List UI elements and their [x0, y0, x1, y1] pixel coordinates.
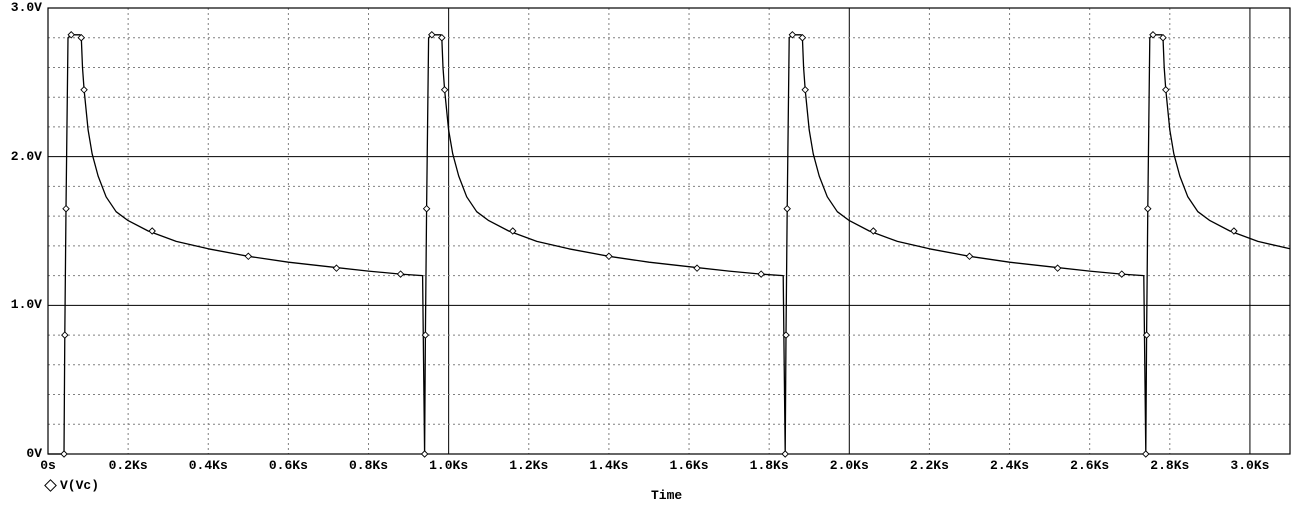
y-tick-label: 3.0V	[2, 0, 42, 15]
x-tick-label: 2.6Ks	[1070, 458, 1109, 473]
oscilloscope-chart: Time V(Vc) 0V 1.0V 2.0V 3.0V 0s 0.2Ks 0.4Ks 0.6…	[0, 0, 1300, 507]
y-tick-label: 1.0V	[2, 297, 42, 312]
x-axis-title: Time	[651, 488, 682, 503]
legend-label: V(Vc)	[60, 478, 99, 493]
x-tick-label: 2.8Ks	[1150, 458, 1189, 473]
x-tick-label: 0s	[40, 458, 56, 473]
x-tick-label: 2.2Ks	[910, 458, 949, 473]
x-tick-label: 1.0Ks	[429, 458, 468, 473]
y-tick-label: 2.0V	[2, 149, 42, 164]
x-tick-label: 0.8Ks	[349, 458, 388, 473]
x-tick-label: 2.4Ks	[990, 458, 1029, 473]
x-tick-label: 2.0Ks	[830, 458, 869, 473]
x-tick-label: 0.2Ks	[109, 458, 148, 473]
x-tick-label: 1.8Ks	[750, 458, 789, 473]
x-tick-label: 0.6Ks	[269, 458, 308, 473]
x-tick-label: 1.6Ks	[670, 458, 709, 473]
x-tick-label: 0.4Ks	[189, 458, 228, 473]
chart-canvas	[0, 0, 1300, 507]
x-tick-label: 3.0Ks	[1230, 458, 1269, 473]
x-tick-label: 1.2Ks	[509, 458, 548, 473]
x-tick-label: 1.4Ks	[589, 458, 628, 473]
y-tick-label: 0V	[2, 446, 42, 461]
